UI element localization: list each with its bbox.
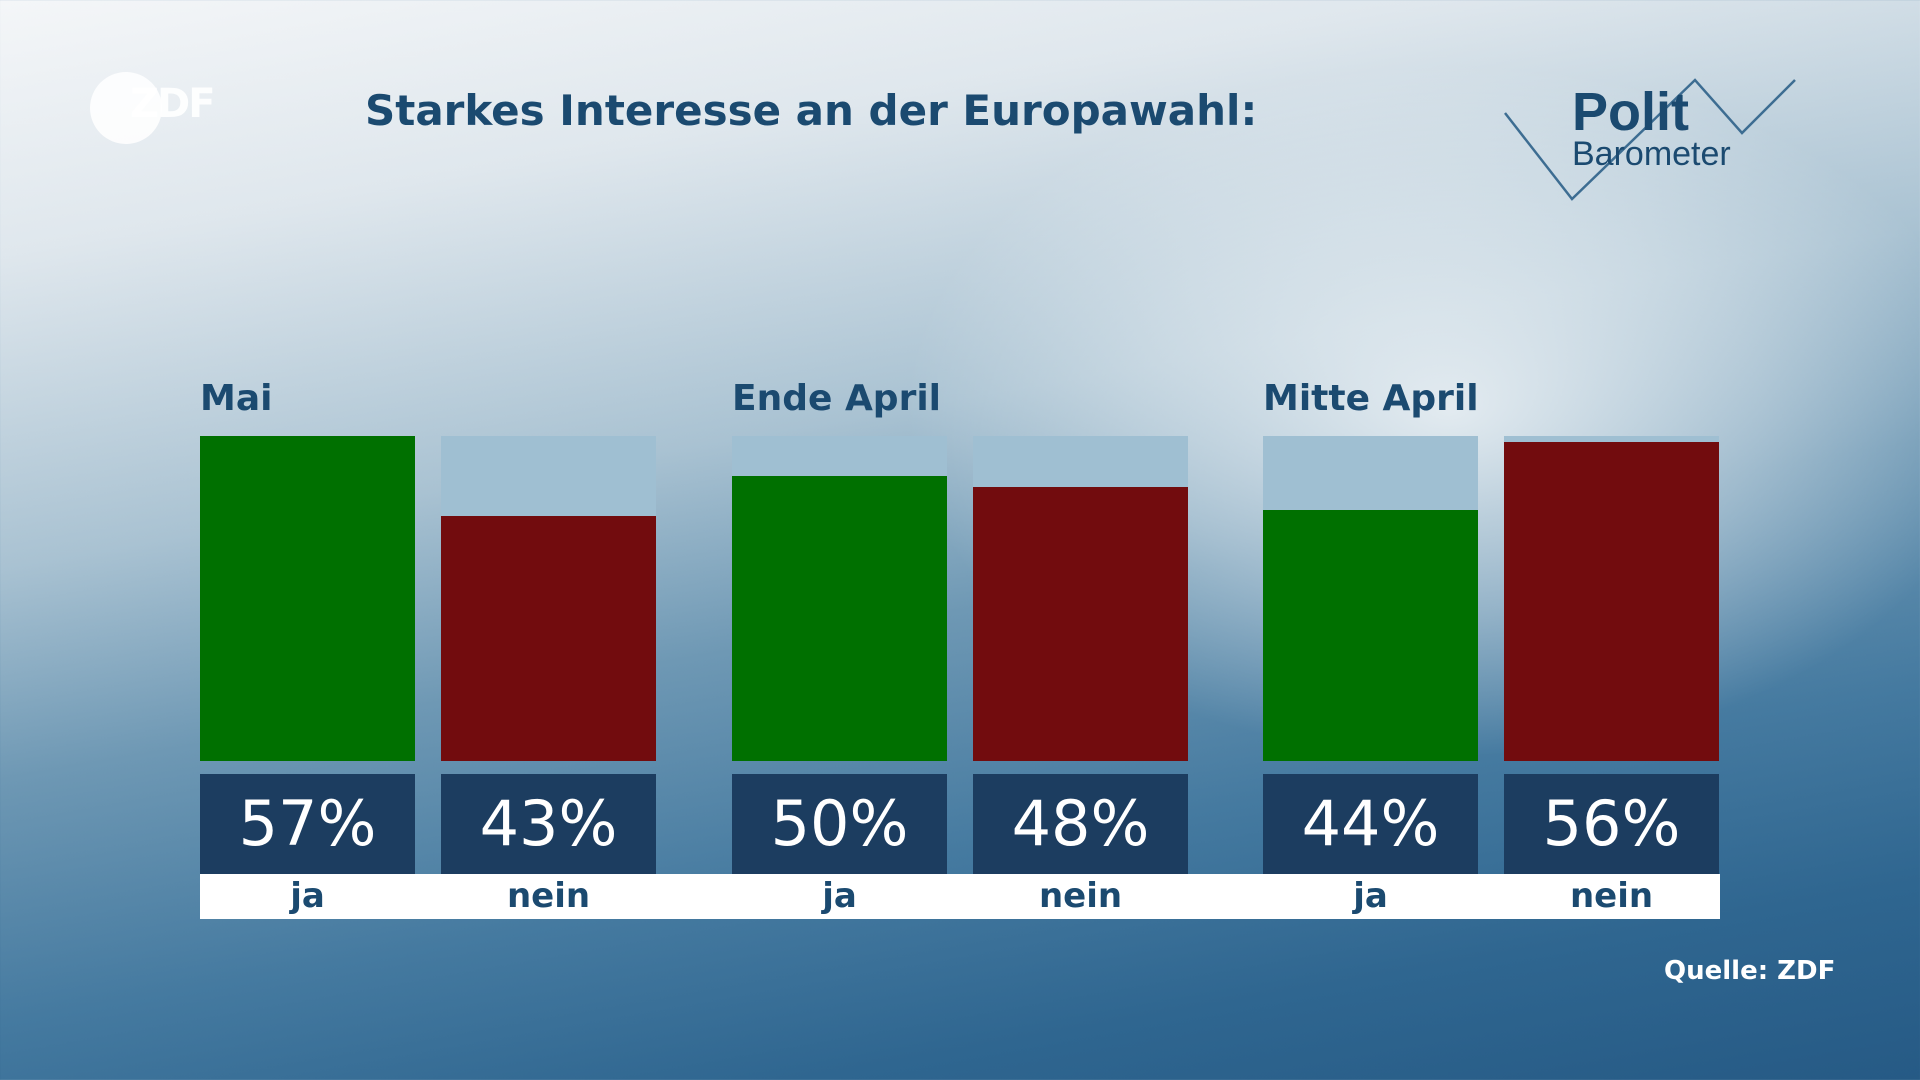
politbarometer-logo: Polit Barometer: [1500, 75, 1800, 205]
category-label-strip: [200, 874, 1720, 919]
politbarometer-line2: Barometer: [1572, 135, 1731, 173]
politbarometer-line-icon: [1504, 78, 1796, 201]
source-note: Quelle: ZDF: [1664, 956, 1836, 986]
group-label-mai: Mai: [200, 378, 273, 419]
bar-track: [1263, 436, 1478, 761]
zdf-logo-text: ZDF: [130, 81, 216, 127]
group-label-ende-april: Ende April: [732, 378, 942, 419]
bar-track: [200, 436, 415, 761]
category-label-nein: nein: [1038, 876, 1123, 916]
category-label-ja: ja: [822, 876, 857, 916]
value-label-mitte-april-ja: 44%: [1263, 774, 1478, 874]
bar-track: [973, 436, 1188, 761]
chart-title: Starkes Interesse an der Europawahl:: [365, 86, 1258, 135]
category-label-nein: nein: [506, 876, 591, 916]
value-label-mai-nein: 43%: [441, 774, 656, 874]
zdf-logo-circle: [90, 72, 162, 144]
group-label-mitte-april: Mitte April: [1263, 378, 1479, 419]
bar-mai-ja: [200, 436, 415, 761]
bar-track: [1504, 436, 1719, 761]
category-label-nein: nein: [1569, 876, 1654, 916]
bar-track: [441, 436, 656, 761]
bar-mitte-april-nein: [1504, 441, 1719, 761]
category-label-ja: ja: [1353, 876, 1388, 916]
category-label-ja: ja: [290, 876, 325, 916]
value-label-ende-april-ja: 50%: [732, 774, 947, 874]
zdf-logo: ZDF: [90, 72, 220, 147]
value-label-mitte-april-nein: 56%: [1504, 774, 1719, 874]
value-label-ende-april-nein: 48%: [973, 774, 1188, 874]
bar-mai-nein: [441, 515, 656, 761]
value-label-mai-ja: 57%: [200, 774, 415, 874]
bar-track: [732, 436, 947, 761]
bar-ende-april-ja: [732, 475, 947, 761]
bar-ende-april-nein: [973, 487, 1188, 761]
politbarometer-line1: Polit: [1572, 82, 1689, 142]
bar-mitte-april-ja: [1263, 510, 1478, 761]
